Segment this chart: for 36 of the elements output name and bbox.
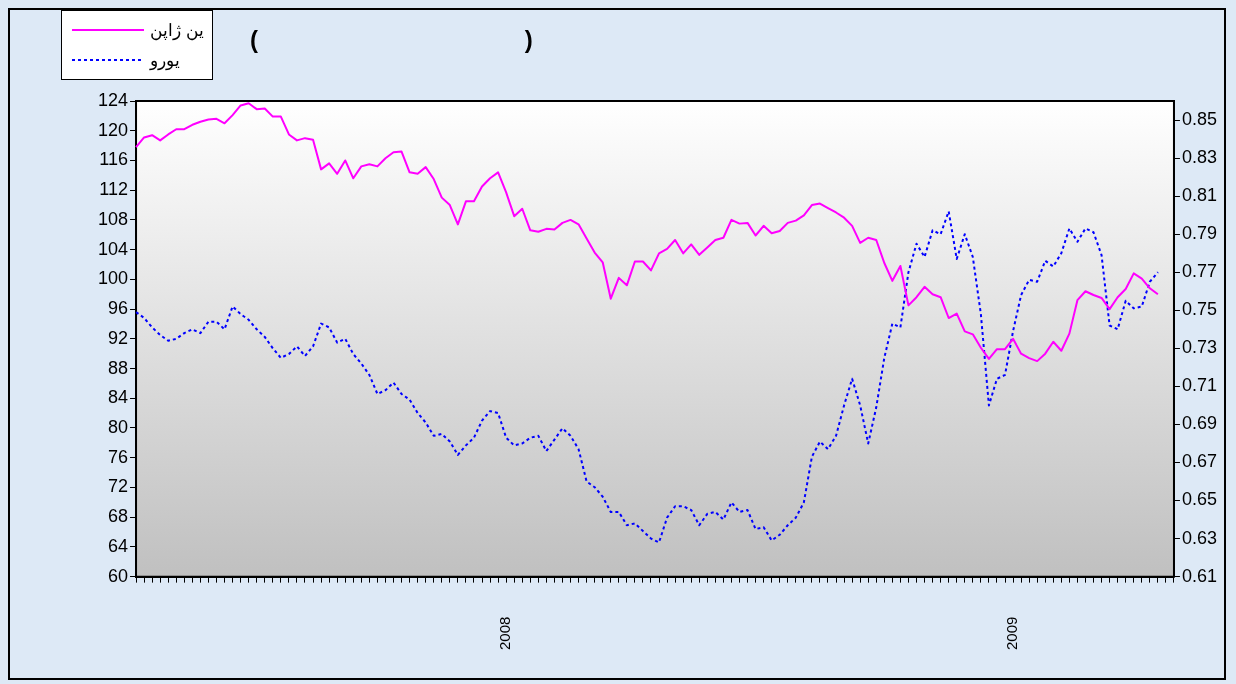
- y-tick-label: 96: [108, 298, 129, 319]
- y2-tick-label: 0.81: [1181, 185, 1218, 206]
- y2-tick-label: 0.63: [1181, 527, 1218, 548]
- y-tick-label: 88: [108, 357, 129, 378]
- y2-tick-label: 0.71: [1181, 375, 1218, 396]
- legend-label: یورو: [150, 49, 180, 71]
- y-tick-label: 120: [97, 119, 129, 140]
- y-tick-label: 104: [97, 238, 129, 259]
- y2-tick-label: 0.67: [1181, 451, 1218, 472]
- y2-tick-label: 0.65: [1181, 489, 1218, 510]
- chart-title: ( ): [250, 26, 533, 54]
- y2-tick-label: 0.61: [1181, 565, 1218, 586]
- y2-tick-label: 0.85: [1181, 108, 1218, 129]
- y-tick-label: 100: [97, 268, 129, 289]
- y-tick-label: 112: [99, 179, 129, 200]
- y-tick-label: 72: [108, 476, 129, 497]
- legend-label: ین ژاپن: [150, 19, 204, 41]
- y-tick-label: 92: [108, 327, 129, 348]
- line-series: [135, 210, 1159, 544]
- y-tick-label: 116: [99, 149, 129, 170]
- y2-tick-label: 0.75: [1181, 299, 1218, 320]
- y-tick-label: 64: [108, 535, 129, 556]
- y2-tick-label: 0.79: [1181, 223, 1218, 244]
- y-tick-label: 124: [97, 89, 129, 110]
- y2-tick-label: 0.77: [1181, 261, 1218, 282]
- y-tick-label: 84: [108, 387, 129, 408]
- x-tick-label: 2008: [496, 616, 514, 651]
- y-tick-label: 80: [108, 416, 129, 437]
- y-tick-label: 68: [108, 506, 129, 527]
- y2-tick-label: 0.83: [1181, 147, 1218, 168]
- y2-tick-label: 0.69: [1181, 413, 1218, 434]
- y-tick-label: 108: [97, 208, 129, 229]
- y2-tick-label: 0.73: [1181, 337, 1218, 358]
- y-tick-label: 76: [108, 446, 129, 467]
- y-tick-label: 60: [108, 565, 129, 586]
- x-tick-label: 2009: [1003, 616, 1021, 651]
